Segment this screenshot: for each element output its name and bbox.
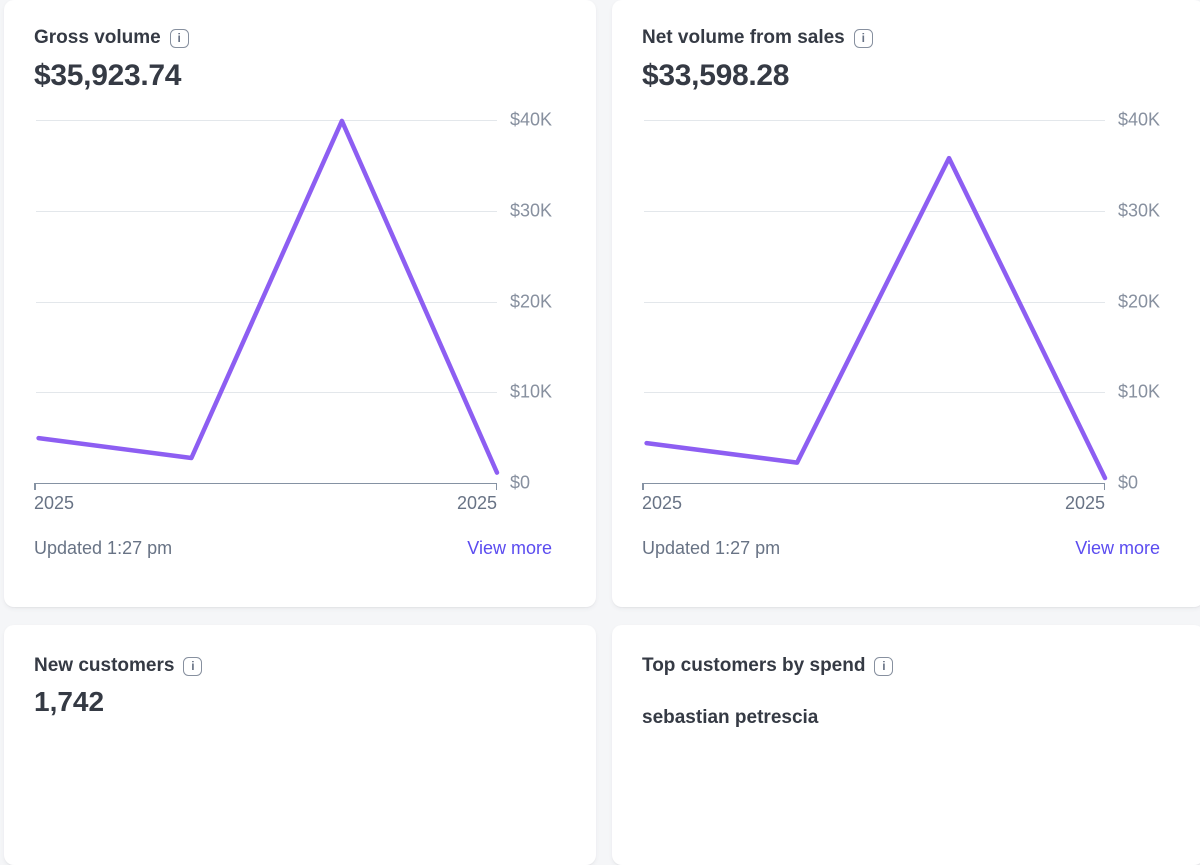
y-axis-label: $10K: [510, 381, 553, 402]
x-axis-label: 2025: [34, 493, 75, 513]
x-axis-label: 2025: [456, 493, 497, 513]
y-axis-label: $20K: [510, 291, 553, 311]
top-customers-card: Top customers by spend i sebastian petre…: [612, 625, 1200, 865]
y-axis-labels: $40K $30K $20K $10K $0: [497, 110, 596, 493]
customer-name[interactable]: sebastian petrescia: [642, 707, 819, 728]
card-title: Top customers by spend: [642, 655, 866, 676]
y-axis-label: $0: [1118, 472, 1139, 493]
chart-line: [34, 120, 497, 483]
info-icon[interactable]: i: [874, 656, 894, 676]
chart-plot-area: [34, 120, 497, 490]
chart-plot-area: [642, 120, 1105, 490]
metric-count: 1,742: [34, 686, 105, 717]
gridline: [36, 120, 497, 121]
y-axis-label: $10K: [1118, 381, 1161, 402]
updated-timestamp: Updated 1:27 pm: [34, 538, 173, 558]
info-icon[interactable]: i: [169, 28, 189, 48]
x-axis: [34, 483, 497, 490]
y-axis-label: $40K: [510, 109, 553, 130]
card-title: New customers: [34, 655, 175, 676]
y-axis-labels: $40K $30K $20K $10K $0: [1105, 110, 1200, 493]
updated-timestamp: Updated 1:27 pm: [642, 538, 781, 558]
x-axis-label: 2025: [642, 493, 683, 513]
gridline: [644, 120, 1105, 121]
x-axis-label: 2025: [1064, 493, 1105, 513]
info-icon[interactable]: i: [183, 656, 203, 676]
y-axis-label: $0: [510, 472, 531, 493]
info-icon[interactable]: i: [853, 28, 873, 48]
x-axis: [642, 483, 1105, 490]
new-customers-card: New customers i 1,742: [4, 625, 596, 865]
y-axis-label: $20K: [1118, 291, 1161, 311]
gridline: [36, 210, 497, 212]
gridline: [36, 301, 497, 303]
y-axis-label: $40K: [1118, 109, 1161, 130]
gridline: [36, 392, 497, 394]
line-chart: $40K $30K $20K $10K $0: [642, 110, 1200, 493]
metric-amount: $33,598.28: [642, 59, 790, 92]
card-title: Gross volume: [34, 27, 161, 48]
gridline: [644, 301, 1105, 303]
metric-amount: $35,923.74: [34, 59, 182, 92]
y-axis-label: $30K: [510, 200, 553, 221]
chart-line: [642, 120, 1105, 483]
view-more-link[interactable]: View more: [1075, 538, 1160, 558]
gridline: [644, 392, 1105, 394]
view-more-link[interactable]: View more: [467, 538, 552, 558]
y-axis-label: $30K: [1118, 200, 1161, 221]
gridline: [644, 210, 1105, 212]
gross-volume-card: Gross volume i $35,923.74 $40K $30K $20K…: [4, 0, 596, 607]
net-volume-card: Net volume from sales i $33,598.28 $40K …: [612, 0, 1200, 607]
line-chart: $40K $30K $20K $10K $0: [34, 110, 596, 493]
card-title: Net volume from sales: [642, 27, 845, 48]
